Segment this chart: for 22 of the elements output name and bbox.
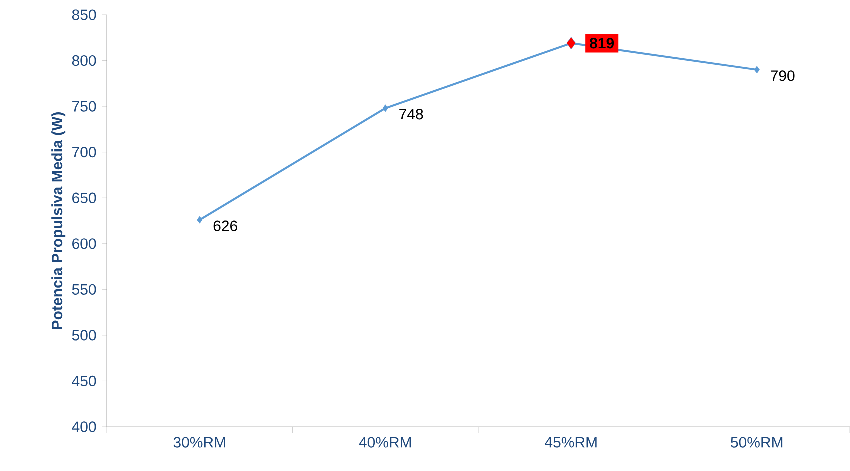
point	[382, 104, 388, 112]
x-tick-label: 50%RM	[731, 437, 783, 448]
y-tick-label: 700	[72, 147, 96, 158]
y-tick-label: 450	[72, 376, 96, 387]
point	[754, 66, 760, 74]
data-label: 626	[214, 220, 238, 232]
y-tick-label: 650	[72, 192, 96, 204]
data-label: 819	[590, 38, 614, 49]
x-tick-label: 45%RM	[545, 437, 597, 448]
y-tick-label: 550	[72, 284, 96, 295]
data-label: 748	[400, 109, 424, 120]
y-tick-label: 800	[72, 55, 96, 66]
y-axis-title: Potencia Propulsiva Media (W)	[52, 112, 66, 330]
y-tick-label: 750	[72, 101, 96, 112]
y-tick-label: 400	[72, 422, 96, 432]
y-tick-label: 500	[72, 330, 96, 341]
point	[197, 216, 203, 224]
x-tick-label: 30%RM	[174, 437, 226, 448]
y-tick-label: 850	[72, 10, 96, 20]
y-tick-label: 600	[72, 238, 96, 250]
x-tick-label: 40%RM	[359, 437, 412, 448]
data-label: 790	[771, 70, 795, 82]
